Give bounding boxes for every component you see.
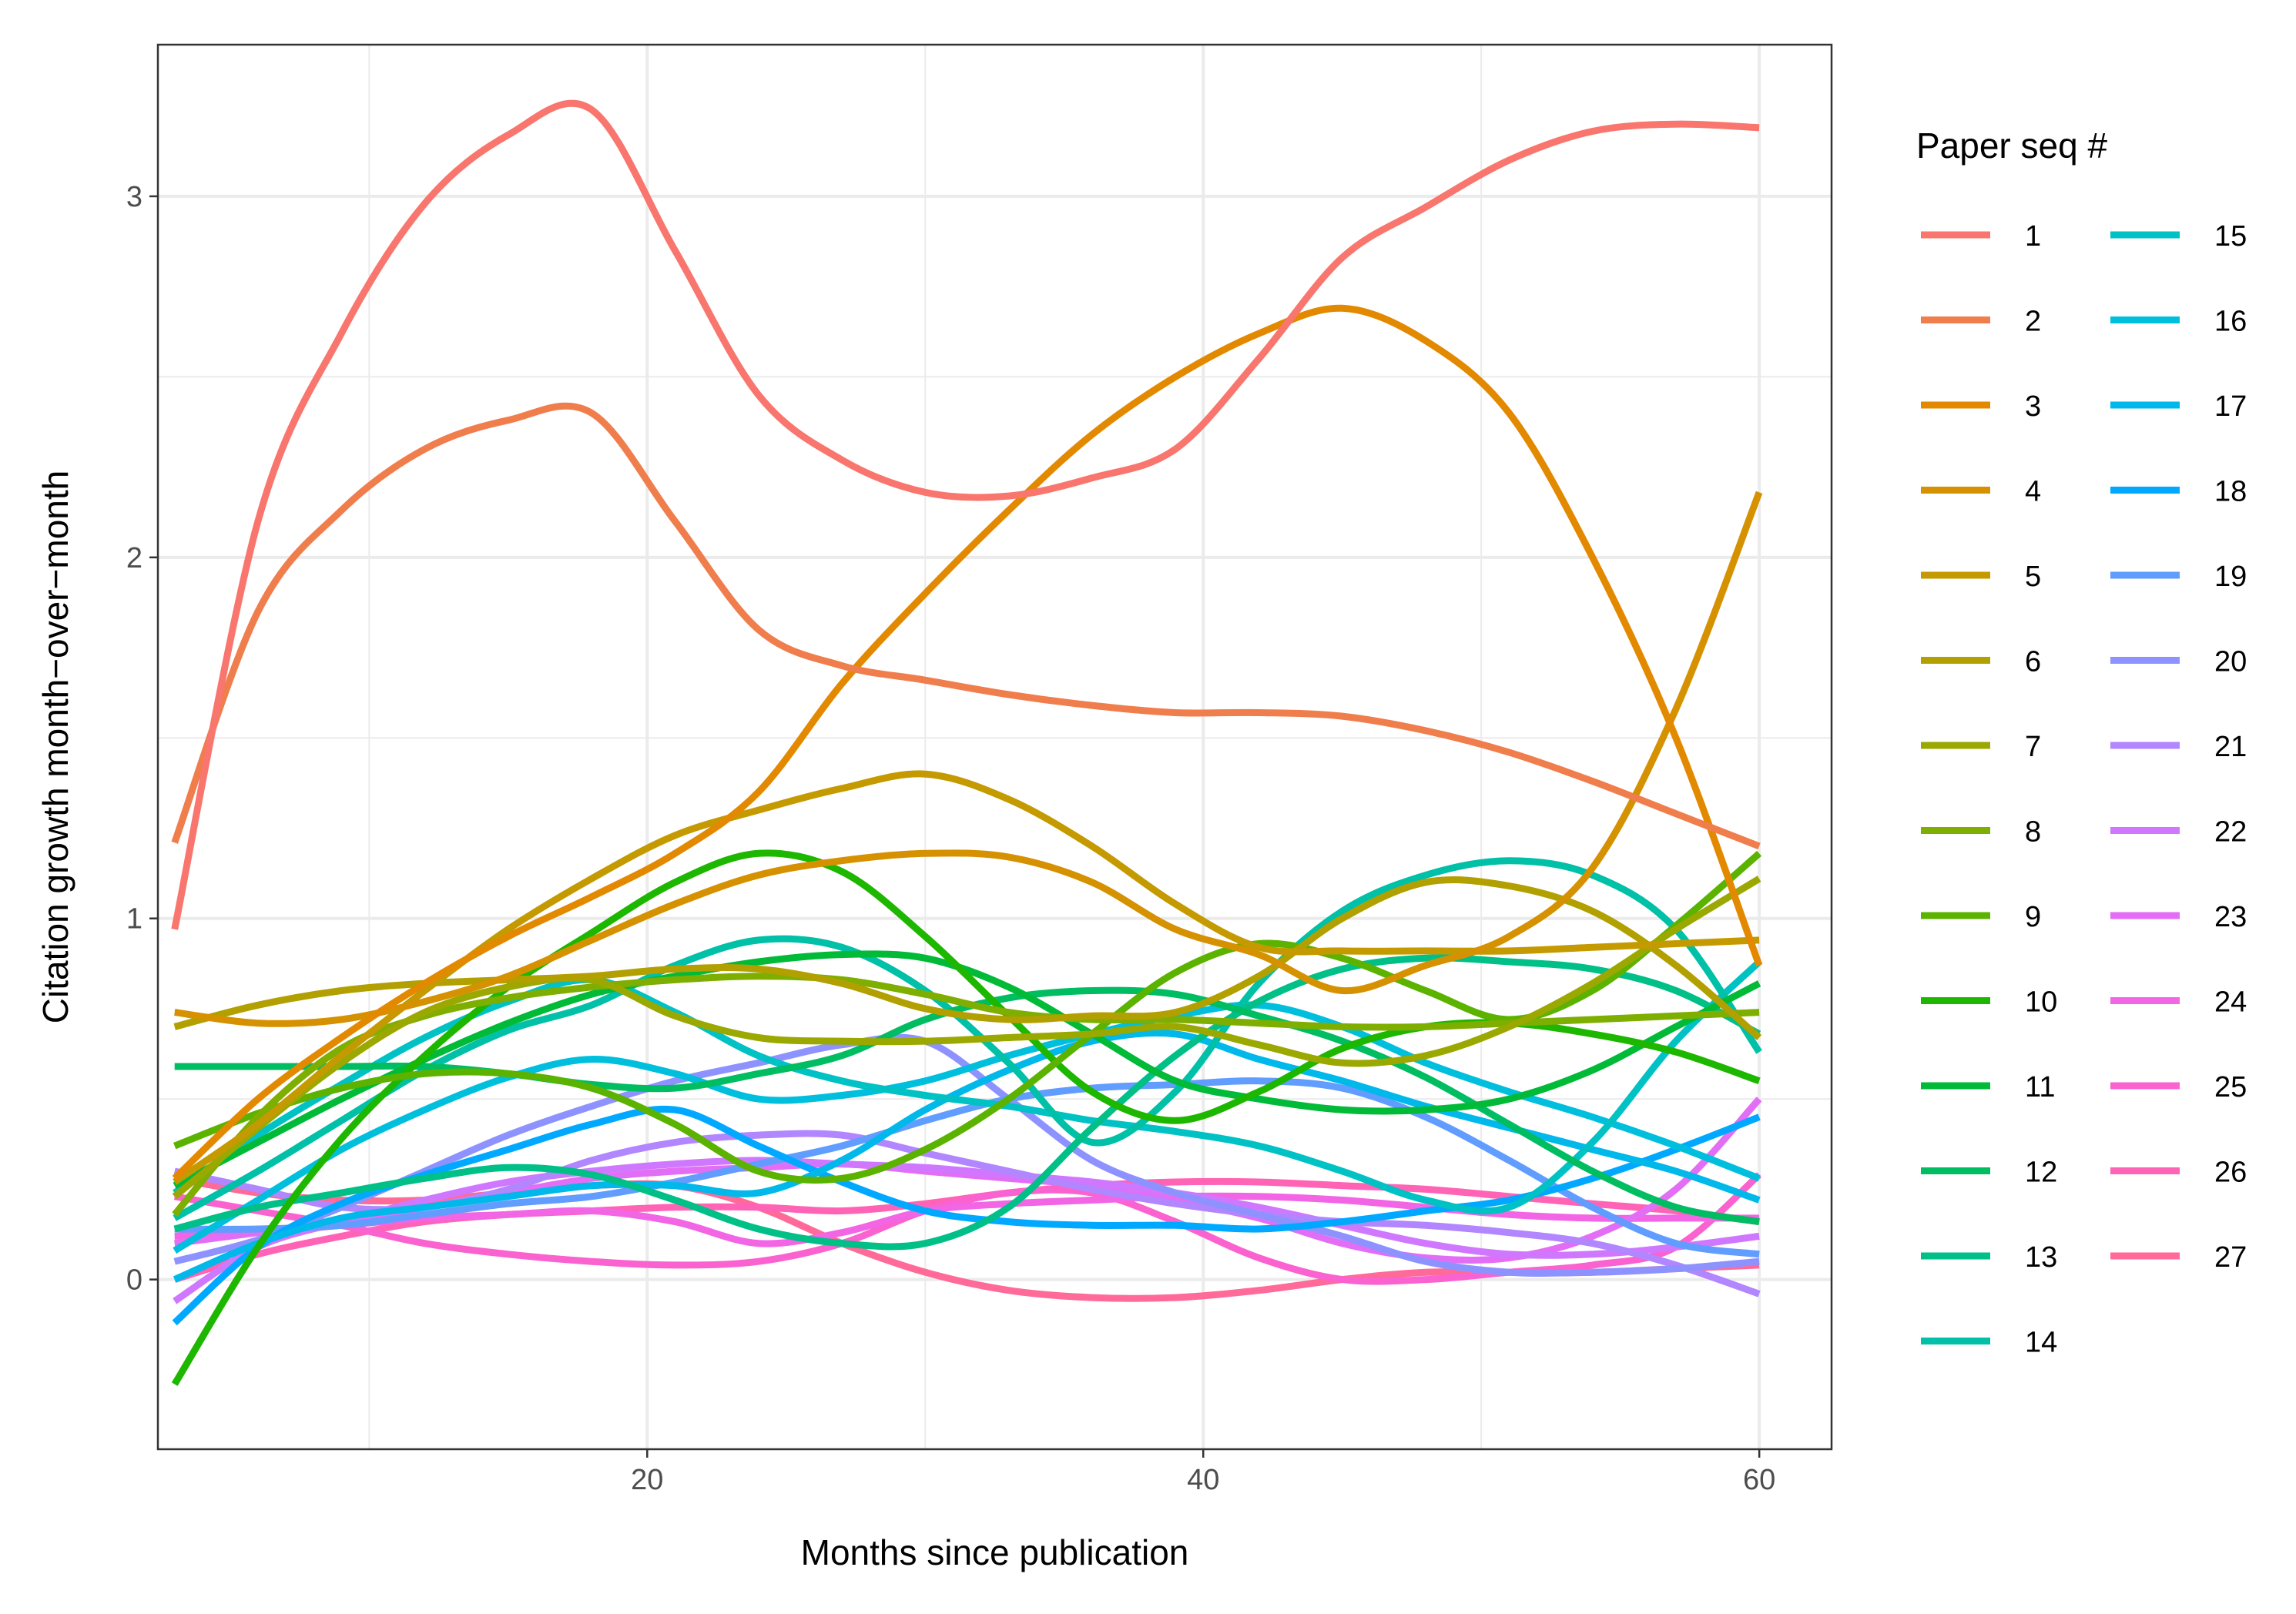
legend-key-label: 27 — [2214, 1241, 2247, 1274]
legend-item-20: 20 — [2110, 646, 2247, 678]
series-line-13 — [173, 954, 1761, 1251]
legend-item-5: 5 — [1921, 561, 2041, 593]
y-tick-label: 2 — [126, 542, 142, 574]
series-line-16 — [173, 1001, 1761, 1254]
legend-item-3: 3 — [1921, 390, 2041, 423]
legend-item-18: 18 — [2110, 476, 2247, 508]
legend-key-label: 9 — [2025, 901, 2041, 933]
series-line-9 — [173, 850, 1762, 1184]
legend-key-label: 26 — [2214, 1157, 2247, 1189]
legend-item-25: 25 — [2110, 1071, 2247, 1103]
legend-keys: 1234567891011121314151617181920212223242… — [1921, 220, 2247, 1359]
legend-item-15: 15 — [2110, 220, 2247, 253]
y-tick-label: 1 — [126, 903, 142, 936]
legend-item-9: 9 — [1921, 901, 2041, 933]
series-line-5 — [173, 770, 1760, 1185]
legend-item-21: 21 — [2110, 731, 2247, 763]
legend-item-24: 24 — [2110, 986, 2247, 1019]
series-line-17 — [173, 1030, 1761, 1283]
x-tick-label: 40 — [1187, 1464, 1219, 1496]
series-line-24 — [174, 1192, 1760, 1247]
legend-item-1: 1 — [1921, 220, 2041, 253]
x-axis-title: Months since publication — [801, 1532, 1189, 1572]
legend-item-6: 6 — [1921, 646, 2041, 678]
series-line-1 — [171, 99, 1760, 930]
legend-item-12: 12 — [1921, 1157, 2057, 1189]
legend-item-7: 7 — [1921, 731, 2041, 763]
legend-key-label: 11 — [2025, 1071, 2055, 1103]
legend-item-4: 4 — [1921, 476, 2041, 508]
legend-item-22: 22 — [2110, 816, 2247, 849]
legend-item-17: 17 — [2110, 390, 2247, 423]
legend-key-label: 17 — [2214, 390, 2247, 423]
legend-key-label: 21 — [2214, 731, 2247, 763]
legend-key-label: 18 — [2214, 476, 2247, 508]
legend-key-label: 7 — [2025, 731, 2041, 763]
legend-item-10: 10 — [1921, 986, 2057, 1019]
legend: Paper seq # 1234567891011121314151617181… — [1916, 126, 2247, 1359]
legend-key-label: 23 — [2214, 901, 2247, 933]
legend-title: Paper seq # — [1916, 126, 2107, 166]
series-line-22 — [173, 1157, 1760, 1304]
series-line-7 — [172, 876, 1761, 1200]
series-line-19 — [174, 1077, 1760, 1258]
x-tick-label: 60 — [1743, 1464, 1775, 1496]
legend-item-13: 13 — [1921, 1241, 2057, 1274]
series-line-4 — [174, 491, 1763, 1027]
plot-panel-border — [156, 43, 1833, 1451]
axis-ticks: 20 40 60 0 1 2 3 — [126, 181, 1775, 1496]
legend-key-label: 20 — [2214, 646, 2247, 678]
legend-item-16: 16 — [2110, 306, 2247, 338]
series-line-3 — [172, 304, 1763, 1181]
y-tick-label: 0 — [126, 1264, 142, 1297]
legend-key-label: 12 — [2025, 1157, 2057, 1189]
series-line-15 — [173, 959, 1762, 1215]
series-lines — [171, 99, 1763, 1386]
legend-item-26: 26 — [2110, 1157, 2247, 1189]
legend-key-label: 24 — [2214, 986, 2247, 1019]
x-tick-label: 20 — [631, 1464, 663, 1496]
legend-item-27: 27 — [2110, 1241, 2247, 1274]
y-tick-label: 3 — [126, 181, 142, 213]
legend-key-label: 15 — [2214, 220, 2247, 253]
legend-item-8: 8 — [1921, 816, 2041, 849]
legend-item-2: 2 — [1921, 306, 2041, 338]
legend-item-23: 23 — [2110, 901, 2247, 933]
legend-key-label: 16 — [2214, 306, 2247, 338]
legend-key-label: 1 — [2025, 220, 2041, 253]
legend-key-label: 4 — [2025, 476, 2041, 508]
legend-key-label: 14 — [2025, 1327, 2057, 1359]
grid — [158, 45, 1832, 1449]
legend-key-label: 3 — [2025, 390, 2041, 423]
legend-key-label: 5 — [2025, 561, 2041, 593]
legend-key-label: 22 — [2214, 816, 2247, 849]
series-line-18 — [172, 1105, 1761, 1326]
series-line-2 — [171, 402, 1761, 850]
legend-item-11: 11 — [1921, 1071, 2055, 1103]
legend-key-label: 2 — [2025, 306, 2041, 338]
legend-item-14: 14 — [1921, 1327, 2057, 1359]
legend-item-19: 19 — [2110, 561, 2247, 593]
legend-key-label: 6 — [2025, 646, 2041, 678]
y-axis-title: Citation growth month−over−month — [35, 470, 75, 1024]
legend-key-label: 8 — [2025, 816, 2041, 849]
legend-key-label: 25 — [2214, 1071, 2247, 1103]
legend-key-label: 19 — [2214, 561, 2247, 593]
legend-key-label: 13 — [2025, 1241, 2057, 1274]
legend-key-label: 10 — [2025, 986, 2057, 1019]
